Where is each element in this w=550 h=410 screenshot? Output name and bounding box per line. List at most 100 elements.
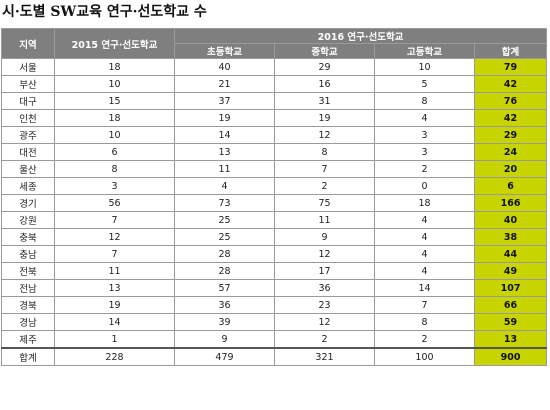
cell-middle: 12 bbox=[274, 245, 375, 263]
cell-elementary: 13 bbox=[174, 143, 275, 161]
table-row: 세종 3 4 2 0 6 bbox=[1, 177, 548, 195]
cell-2015: 3 bbox=[54, 177, 175, 195]
header-middle: 중학교 bbox=[274, 43, 375, 59]
cell-high: 4 bbox=[374, 245, 475, 263]
cell-region: 서울 bbox=[1, 58, 55, 76]
cell-region: 울산 bbox=[1, 160, 55, 178]
cell-middle: 75 bbox=[274, 194, 375, 212]
cell-region: 합계 bbox=[1, 347, 55, 366]
cell-middle: 12 bbox=[274, 126, 375, 144]
page-title: 시·도별 SW교육 연구·선도학교 수 bbox=[2, 4, 207, 20]
table-row: 전북 11 28 17 4 49 bbox=[1, 262, 548, 280]
cell-elementary: 40 bbox=[174, 58, 275, 76]
table-row: 충남 7 28 12 4 44 bbox=[1, 245, 548, 263]
cell-elementary: 36 bbox=[174, 296, 275, 314]
cell-elementary: 57 bbox=[174, 279, 275, 297]
cell-elementary: 37 bbox=[174, 92, 275, 110]
cell-elementary: 479 bbox=[174, 347, 275, 366]
cell-total: 76 bbox=[473, 92, 548, 110]
cell-middle: 29 bbox=[274, 58, 375, 76]
cell-total: 40 bbox=[473, 211, 548, 229]
cell-middle: 11 bbox=[274, 211, 375, 229]
cell-2015: 10 bbox=[54, 75, 175, 93]
cell-region: 경남 bbox=[1, 313, 55, 331]
cell-middle: 2 bbox=[274, 177, 375, 195]
cell-elementary: 21 bbox=[174, 75, 275, 93]
cell-2015: 7 bbox=[54, 245, 175, 263]
cell-total: 42 bbox=[473, 109, 548, 127]
cell-elementary: 9 bbox=[174, 330, 275, 349]
table-row: 충북 12 25 9 4 38 bbox=[1, 228, 548, 246]
table-row: 부산 10 21 16 5 42 bbox=[1, 75, 548, 93]
cell-high: 4 bbox=[374, 211, 475, 229]
cell-middle: 12 bbox=[274, 313, 375, 331]
cell-total: 166 bbox=[473, 194, 548, 212]
table-row: 대구 15 37 31 8 76 bbox=[1, 92, 548, 110]
cell-middle: 321 bbox=[274, 347, 375, 366]
cell-2015: 7 bbox=[54, 211, 175, 229]
cell-total: 44 bbox=[473, 245, 548, 263]
cell-high: 4 bbox=[374, 228, 475, 246]
cell-2015: 12 bbox=[54, 228, 175, 246]
cell-2015: 13 bbox=[54, 279, 175, 297]
cell-region: 경북 bbox=[1, 296, 55, 314]
cell-high: 7 bbox=[374, 296, 475, 314]
cell-middle: 23 bbox=[274, 296, 375, 314]
cell-elementary: 14 bbox=[174, 126, 275, 144]
cell-elementary: 25 bbox=[174, 228, 275, 246]
table-row: 전남 13 57 36 14 107 bbox=[1, 279, 548, 297]
cell-high: 100 bbox=[374, 347, 475, 366]
cell-region: 경기 bbox=[1, 194, 55, 212]
cell-high: 4 bbox=[374, 109, 475, 127]
cell-elementary: 25 bbox=[174, 211, 275, 229]
cell-2015: 6 bbox=[54, 143, 175, 161]
header-2015: 2015 연구·선도학교 bbox=[54, 28, 175, 59]
cell-region: 충남 bbox=[1, 245, 55, 263]
cell-high: 14 bbox=[374, 279, 475, 297]
cell-middle: 31 bbox=[274, 92, 375, 110]
cell-2015: 1 bbox=[54, 330, 175, 349]
table-row: 울산 8 11 7 2 20 bbox=[1, 160, 548, 178]
cell-2015: 228 bbox=[54, 347, 175, 366]
table-row: 광주 10 14 12 3 29 bbox=[1, 126, 548, 144]
cell-middle: 2 bbox=[274, 330, 375, 349]
cell-region: 대전 bbox=[1, 143, 55, 161]
cell-total: 66 bbox=[473, 296, 548, 314]
cell-middle: 16 bbox=[274, 75, 375, 93]
header-total: 합계 bbox=[473, 43, 548, 59]
cell-elementary: 73 bbox=[174, 194, 275, 212]
cell-2015: 10 bbox=[54, 126, 175, 144]
cell-region: 충북 bbox=[1, 228, 55, 246]
cell-total: 107 bbox=[473, 279, 548, 297]
table-header: 지역 2015 연구·선도학교 2016 연구·선도학교 초등학교 중학교 고등… bbox=[1, 28, 548, 59]
cell-total: 59 bbox=[473, 313, 548, 331]
cell-total: 42 bbox=[473, 75, 548, 93]
cell-2015: 19 bbox=[54, 296, 175, 314]
cell-region: 부산 bbox=[1, 75, 55, 93]
cell-high: 5 bbox=[374, 75, 475, 93]
cell-region: 세종 bbox=[1, 177, 55, 195]
table-row: 인천 18 19 19 4 42 bbox=[1, 109, 548, 127]
table-sum-row: 합계 228 479 321 100 900 bbox=[1, 347, 548, 366]
cell-2015: 56 bbox=[54, 194, 175, 212]
cell-high: 0 bbox=[374, 177, 475, 195]
cell-2015: 8 bbox=[54, 160, 175, 178]
cell-elementary: 19 bbox=[174, 109, 275, 127]
table-row: 경남 14 39 12 8 59 bbox=[1, 313, 548, 331]
cell-middle: 19 bbox=[274, 109, 375, 127]
cell-region: 제주 bbox=[1, 330, 55, 349]
cell-middle: 17 bbox=[274, 262, 375, 280]
cell-total: 29 bbox=[473, 126, 548, 144]
cell-2015: 18 bbox=[54, 58, 175, 76]
cell-region: 광주 bbox=[1, 126, 55, 144]
schools-table: 지역 2015 연구·선도학교 2016 연구·선도학교 초등학교 중학교 고등… bbox=[1, 28, 548, 366]
cell-middle: 36 bbox=[274, 279, 375, 297]
cell-high: 18 bbox=[374, 194, 475, 212]
cell-region: 전남 bbox=[1, 279, 55, 297]
table-row: 서울 18 40 29 10 79 bbox=[1, 58, 548, 76]
cell-high: 2 bbox=[374, 330, 475, 349]
cell-2015: 14 bbox=[54, 313, 175, 331]
header-elementary: 초등학교 bbox=[174, 43, 275, 59]
cell-region: 인천 bbox=[1, 109, 55, 127]
table-row: 강원 7 25 11 4 40 bbox=[1, 211, 548, 229]
